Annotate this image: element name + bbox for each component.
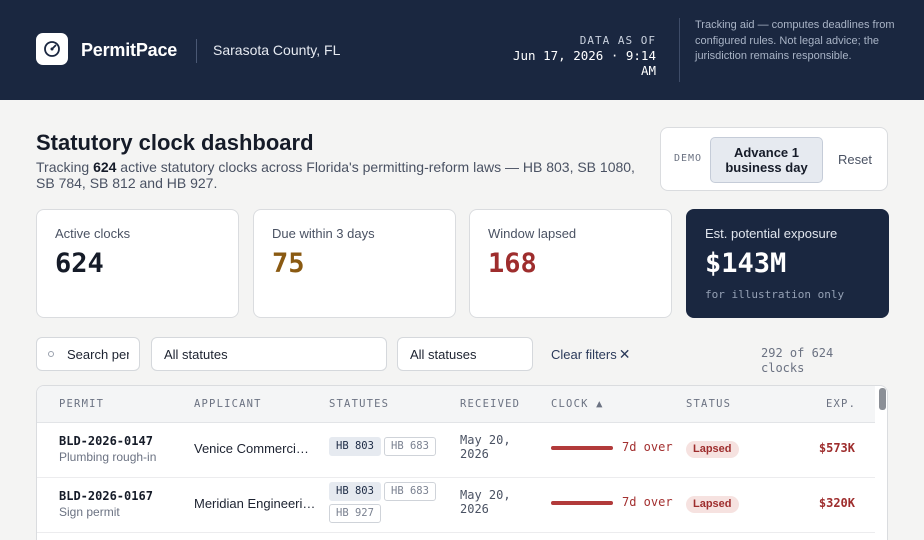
clear-filters-button[interactable]: Clear filters ✕ bbox=[551, 346, 630, 363]
advance-day-button[interactable]: Advance 1 business day bbox=[710, 137, 823, 183]
clock-status-text: 7d over bbox=[622, 440, 673, 454]
stat-value: $143M bbox=[705, 248, 787, 279]
stat-card-due-soon: Due within 3 days 75 bbox=[253, 209, 456, 318]
stat-card-active-clocks: Active clocks 624 bbox=[36, 209, 239, 318]
search-icon bbox=[48, 351, 54, 357]
applicant-name: Venice Commercial Partners bbox=[194, 441, 316, 456]
clock-status-text: 7d over bbox=[622, 495, 673, 509]
statute-chip: HB 803 bbox=[329, 437, 381, 456]
clock-progress-bar bbox=[551, 501, 613, 505]
stat-note: for illustration only bbox=[705, 288, 845, 301]
result-count: 292 of 624 clocks bbox=[761, 346, 834, 375]
clock-progress-bar bbox=[551, 446, 613, 450]
clear-filters-label: Clear filters bbox=[551, 347, 617, 362]
statute-chip: HB 927 bbox=[329, 504, 381, 523]
search-input[interactable]: Search permits bbox=[36, 337, 140, 371]
stat-value: 624 bbox=[55, 248, 104, 279]
column-header-clock[interactable]: CLOCK ▲ bbox=[551, 398, 604, 410]
statute-chip: HB 803 bbox=[329, 482, 381, 501]
search-text: Search permits bbox=[67, 347, 129, 362]
clock-progress-fill bbox=[551, 501, 613, 505]
statute-select[interactable]: All statutes bbox=[151, 337, 387, 371]
status-select[interactable]: All statuses bbox=[397, 337, 533, 371]
divider bbox=[679, 18, 680, 82]
applicant-name: Meridian Engineering Group bbox=[194, 496, 316, 511]
column-header-statutes[interactable]: STATUTES bbox=[329, 398, 390, 410]
reset-button[interactable]: Reset bbox=[838, 152, 872, 167]
demo-label: DEMO bbox=[674, 153, 703, 164]
statute-chip: HB 683 bbox=[384, 437, 436, 456]
column-header-permit[interactable]: PERMIT bbox=[59, 398, 105, 410]
table-row[interactable]: BLD-2026-0167 Sign permit Meridian Engin… bbox=[37, 478, 875, 533]
stat-label: Active clocks bbox=[55, 226, 131, 241]
data-as-of-value: Jun 17, 2026 · 9:14 AM bbox=[513, 48, 656, 78]
top-header: PermitPace Sarasota County, FL DATA AS O… bbox=[0, 0, 924, 100]
column-header-exposure[interactable]: EXP. bbox=[826, 398, 857, 410]
column-header-applicant[interactable]: APPLICANT bbox=[194, 398, 262, 410]
subtitle-text: Tracking bbox=[36, 159, 94, 175]
stat-card-window-lapsed: Window lapsed 168 bbox=[469, 209, 672, 318]
status-badge: Lapsed bbox=[686, 441, 739, 458]
received-date: May 20, 2026 bbox=[460, 488, 511, 516]
stat-label: Due within 3 days bbox=[272, 226, 375, 241]
stat-value: 168 bbox=[488, 248, 537, 279]
logo[interactable] bbox=[36, 33, 68, 65]
exposure-value: $573K bbox=[818, 441, 855, 455]
column-header-status[interactable]: STATUS bbox=[686, 398, 732, 410]
county-name: Sarasota County, FL bbox=[213, 42, 341, 58]
stat-value: 75 bbox=[272, 248, 305, 279]
permit-type: Plumbing rough-in bbox=[59, 450, 157, 464]
close-icon: ✕ bbox=[618, 346, 631, 362]
demo-controls: DEMO Advance 1 business day Reset bbox=[660, 127, 888, 191]
table-scrollbar[interactable] bbox=[879, 388, 886, 410]
subtitle-count: 624 bbox=[93, 159, 117, 175]
permit-id[interactable]: BLD-2026-0167 bbox=[59, 489, 153, 503]
table-header: PERMIT APPLICANT STATUTES RECEIVED CLOCK… bbox=[37, 386, 875, 423]
subtitle-text: active statutory clocks across Florida's… bbox=[36, 159, 635, 191]
stat-label: Est. potential exposure bbox=[705, 226, 838, 241]
clocks-table: PERMIT APPLICANT STATUTES RECEIVED CLOCK… bbox=[36, 385, 888, 540]
permit-id[interactable]: BLD-2026-0147 bbox=[59, 434, 153, 448]
exposure-value: $320K bbox=[818, 496, 855, 510]
status-badge: Lapsed bbox=[686, 496, 739, 513]
brand-name: PermitPace bbox=[81, 40, 178, 60]
gauge-icon bbox=[44, 41, 60, 57]
received-date: May 20, 2026 bbox=[460, 433, 511, 461]
statute-chip: HB 683 bbox=[384, 482, 436, 501]
stat-label: Window lapsed bbox=[488, 226, 577, 241]
page-subtitle: Tracking 624 active statutory clocks acr… bbox=[36, 159, 656, 191]
permit-type: Sign permit bbox=[59, 505, 120, 519]
clock-progress-fill bbox=[551, 446, 613, 450]
page-title: Statutory clock dashboard bbox=[36, 130, 314, 155]
stat-card-exposure: Est. potential exposure $143M for illust… bbox=[686, 209, 889, 318]
divider bbox=[196, 39, 197, 63]
disclaimer: Tracking aid — computes deadlines from c… bbox=[695, 19, 895, 62]
column-header-received[interactable]: RECEIVED bbox=[460, 398, 521, 410]
data-as-of-label: DATA AS OF bbox=[579, 34, 656, 47]
table-row[interactable]: BLD-2026-0147 Plumbing rough-in Venice C… bbox=[37, 423, 875, 478]
